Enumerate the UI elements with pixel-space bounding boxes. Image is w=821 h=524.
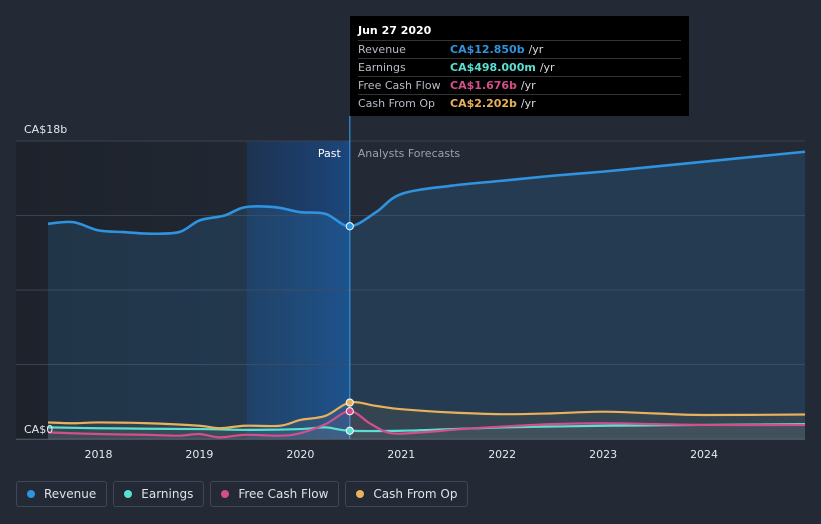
tooltip-value: CA$12.850b [450,43,525,56]
legend-item-revenue[interactable]: Revenue [16,481,108,507]
x-tick-label: 2020 [286,448,314,461]
tooltip-row-revenue: Revenue CA$12.850b /yr [358,41,681,59]
tooltip-date: Jun 27 2020 [358,22,681,41]
tooltip-row-free-cash-flow: Free Cash Flow CA$1.676b /yr [358,77,681,95]
legend: Revenue Earnings Free Cash Flow Cash Fro… [16,481,469,507]
x-tick-label: 2019 [185,448,213,461]
y-axis-label-bottom: CA$0 [24,423,53,436]
area-free-cash-flow [48,411,805,439]
legend-label: Revenue [44,487,97,501]
marker-earnings [345,426,354,435]
line-earnings [47,423,806,433]
line-revenue [47,150,806,236]
marker-cash-from-op [345,398,354,407]
x-tick-label: 2021 [387,448,415,461]
forecast-label: Analysts Forecasts [358,147,461,160]
tooltip-unit: /yr [520,79,536,92]
x-tick-label: 2018 [84,448,112,461]
tooltip-row-cash-from-op: Cash From Op CA$2.202b /yr [358,95,681,112]
tooltip-value: CA$1.676b [450,79,517,92]
y-axis-label-top: CA$18b [24,123,67,136]
marker-revenue [345,222,354,231]
legend-label: Cash From Op [373,487,458,501]
legend-item-earnings[interactable]: Earnings [113,481,205,507]
line-cash-from-op [47,401,806,430]
legend-dot [356,490,365,498]
tooltip: Jun 27 2020 Revenue CA$12.850b /yr Earni… [350,16,689,116]
legend-dot [27,490,35,498]
legend-label: Earnings [141,487,194,501]
tooltip-label: Free Cash Flow [358,79,441,92]
legend-dot [124,490,133,498]
marker-free-cash-flow [345,407,354,416]
tooltip-label: Revenue [358,43,406,56]
tooltip-label: Earnings [358,61,406,74]
legend-item-cash-from-op[interactable]: Cash From Op [345,481,469,507]
tooltip-unit: /yr [528,43,544,56]
tooltip-value: CA$2.202b [450,97,517,110]
tooltip-unit: /yr [520,97,536,110]
legend-label: Free Cash Flow [238,487,329,501]
tooltip-label: Cash From Op [358,97,436,110]
legend-dot [221,490,230,498]
tooltip-unit: /yr [539,61,555,74]
past-label: Past [318,147,342,160]
area-revenue [48,151,805,439]
x-tick-label: 2024 [690,448,718,461]
legend-item-free-cash-flow[interactable]: Free Cash Flow [210,481,340,507]
x-tick-label: 2022 [488,448,516,461]
x-tick-label: 2023 [589,448,617,461]
tooltip-value: CA$498.000m [450,61,536,74]
tooltip-row-earnings: Earnings CA$498.000m /yr [358,59,681,77]
